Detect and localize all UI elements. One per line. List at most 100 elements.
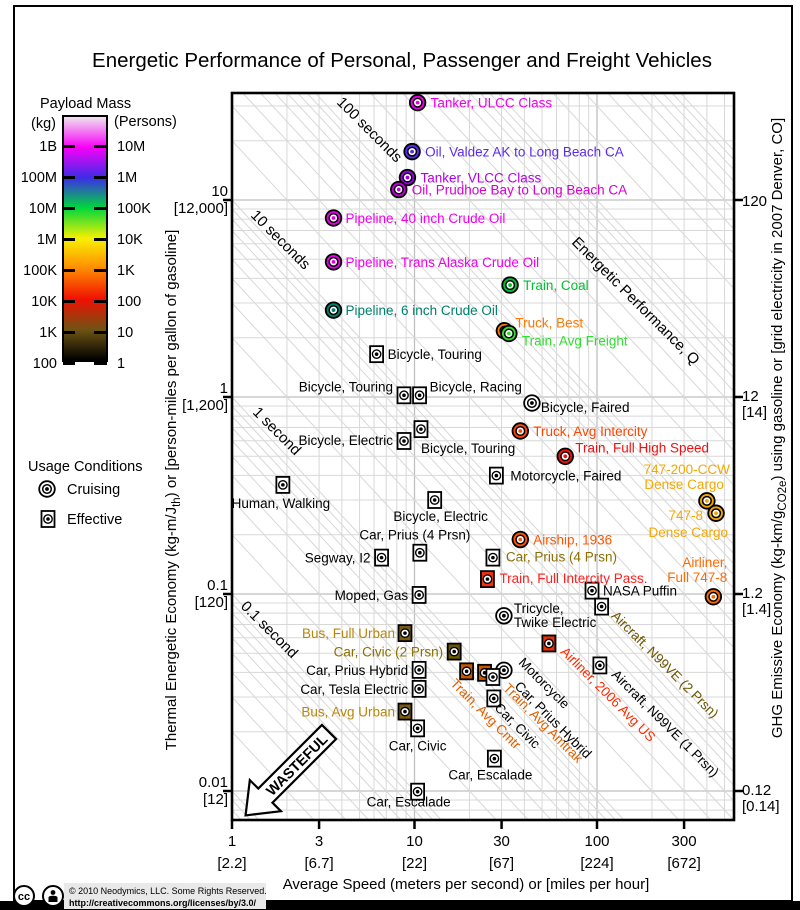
data-point-car-tesla-electric bbox=[411, 679, 427, 698]
data-point-bicycle-touring bbox=[369, 345, 385, 364]
data-point-train-avg-freight bbox=[500, 324, 518, 343]
data-point-airliner-full-747-8 bbox=[704, 588, 723, 606]
point-label-bicycle-electric: Bicycle, Electric bbox=[298, 433, 393, 448]
point-label-747-8-dense-cargo: 747-8 bbox=[669, 508, 704, 523]
point-label-bicycle-touring: Bicycle, Touring bbox=[299, 379, 393, 394]
payload-tick-mark bbox=[63, 175, 75, 179]
point-label-moped-gas: Moped, Gas bbox=[335, 588, 409, 603]
point-label-oil-valdez-ak-to-long-beach-ca: Oil, Valdez AK to Long Beach CA bbox=[425, 145, 624, 160]
data-point-car-civic bbox=[410, 719, 426, 738]
data-point-tricycle-twike-electric bbox=[495, 607, 513, 625]
payload-persons-tick-10k: 10K bbox=[117, 232, 143, 248]
y2-tick-alt-label: [1.4] bbox=[742, 601, 771, 618]
data-point-bicycle-racing bbox=[412, 386, 427, 405]
payload-tick-mark bbox=[63, 144, 75, 148]
license-url[interactable]: http://creativecommons.org/licenses/by/3… bbox=[69, 898, 257, 908]
data-point-bus-full-urban bbox=[397, 624, 413, 643]
y-tick-alt-label: [1,200] bbox=[182, 397, 228, 414]
point-label-human-walking: Human, Walking bbox=[232, 496, 331, 511]
data-point-airliner-2006-avg-us bbox=[541, 634, 557, 653]
y-tick-alt-label: [120] bbox=[195, 594, 228, 611]
point-label-car-civic: Car, Civic bbox=[389, 738, 447, 753]
bottom-border-bar bbox=[0, 901, 800, 910]
data-point-human-walking bbox=[275, 475, 291, 494]
data-point-train-full-high-speed bbox=[556, 447, 574, 466]
payload-tick-mark bbox=[94, 330, 107, 334]
point-label-airliner-full-747-8: Airliner, bbox=[682, 555, 727, 570]
point-label-segway-i2: Segway, I2 bbox=[305, 551, 371, 566]
data-point-car-prius-4-prsn bbox=[485, 548, 501, 567]
svg-text:cc: cc bbox=[18, 891, 30, 903]
payload-kg-tick-10m: 10M bbox=[28, 201, 57, 217]
payload-tick-mark bbox=[94, 175, 107, 179]
payload-persons-tick-10: 10 bbox=[117, 325, 134, 341]
y2-tick-label: 0.12 bbox=[742, 782, 771, 799]
data-point-oil-prudhoe-bay-to-long-beach-ca bbox=[390, 180, 408, 199]
point-label-747-200-ccw-dense-cargo: 747-200-CCW bbox=[644, 462, 731, 477]
x-tick-label: 3 bbox=[315, 833, 323, 850]
x-tick-label: 1 bbox=[228, 833, 236, 850]
x-tick-alt-label: [22] bbox=[402, 855, 427, 872]
point-label-tricycle-twike-electric: Tricycle, bbox=[514, 601, 564, 616]
y-tick-alt-label: [12,000] bbox=[174, 200, 228, 217]
point-label-train-coal: Train, Coal bbox=[523, 278, 589, 293]
copyright-text: © 2010 Neodymics, LLC. Some Rights Reser… bbox=[69, 886, 267, 896]
point-label-pipeline-40-inch-crude-oil: Pipeline, 40 inch Crude Oil bbox=[346, 211, 506, 226]
payload-tick-mark bbox=[63, 206, 75, 210]
attribution-person-icon bbox=[42, 885, 64, 907]
data-point-car-prius-hybrid bbox=[485, 668, 501, 686]
point-label-bus-full-urban: Bus, Full Urban bbox=[302, 626, 395, 641]
payload-persons-tick-100: 100 bbox=[117, 294, 142, 310]
data-point-airship-1936 bbox=[511, 530, 530, 549]
point-label-train-avg-freight: Train, Avg Freight bbox=[522, 334, 628, 349]
cc-logo-icon: cc bbox=[13, 885, 35, 907]
data-point-bus-avg-urban bbox=[397, 702, 413, 721]
point-label-bicycle-touring: Bicycle, Touring bbox=[388, 347, 482, 362]
payload-tick-mark bbox=[63, 330, 75, 334]
point-label-airliner-full-747-8: Full 747-8 bbox=[667, 570, 727, 585]
y2-tick-label: 1.2 bbox=[742, 585, 763, 602]
payload-persons-tick-100k: 100K bbox=[117, 201, 151, 217]
payload-kg-tick-100k: 100K bbox=[23, 263, 57, 279]
data-point-bicycle-touring bbox=[413, 420, 429, 439]
payload-kg-tick-1b: 1B bbox=[39, 139, 57, 155]
y2-tick-label: 120 bbox=[742, 193, 767, 210]
payload-tick-mark bbox=[94, 206, 107, 210]
payload-tick-mark bbox=[63, 268, 75, 272]
payload-tick-mark bbox=[63, 361, 75, 365]
point-label-747-200-ccw-dense-cargo: Dense Cargo bbox=[644, 477, 724, 492]
plot-border bbox=[230, 91, 736, 822]
data-point-bicycle-electric bbox=[427, 491, 443, 509]
point-label-bicycle-touring: Bicycle, Touring bbox=[421, 441, 515, 456]
y2-tick-label: 12 bbox=[742, 388, 759, 405]
point-label-bicycle-faired: Bicycle, Faired bbox=[541, 400, 630, 415]
payload-tick-mark bbox=[94, 299, 107, 303]
y2-tick-alt-label: [14] bbox=[742, 404, 767, 421]
payload-tick-mark bbox=[94, 268, 107, 272]
payload-persons-tick-1k: 1K bbox=[117, 263, 135, 279]
effective-marker-icon bbox=[40, 510, 56, 528]
payload-persons-tick-1: 1 bbox=[117, 356, 126, 372]
payload-kg-tick-1k: 1K bbox=[39, 325, 57, 341]
payload-persons-tick-1m: 1M bbox=[117, 170, 138, 186]
x-tick-alt-label: [6.7] bbox=[304, 855, 333, 872]
axis-ticks-and-labels: 1 [2.2] 3 [6.7] 10 [22] 30 [67] 100 [224] 300 [672]… bbox=[174, 183, 780, 872]
payload-persons-tick-10m: 10M bbox=[117, 139, 146, 155]
x-tick-alt-label: [224] bbox=[580, 855, 613, 872]
data-point-pipeline-40-inch-crude-oil bbox=[324, 209, 343, 227]
data-point-train-full-intercity-pass bbox=[480, 570, 495, 589]
point-label-train-full-intercity-pass: Train, Full Intercity Pass. bbox=[499, 571, 647, 586]
data-point-bicycle-faired bbox=[523, 394, 541, 412]
chart-title: Energetic Performance of Personal, Passe… bbox=[92, 49, 712, 72]
y-tick-label: 1 bbox=[220, 380, 228, 397]
payload-tick-mark bbox=[94, 144, 107, 148]
payload-tick-mark bbox=[63, 237, 75, 241]
point-label-car-prius-4-prsn: Car, Prius (4 Prsn) bbox=[506, 550, 617, 565]
data-point-train-avg-cmtr bbox=[459, 662, 475, 681]
data-point-moped-gas bbox=[411, 586, 427, 604]
data-point-747-200-ccw-dense-cargo bbox=[698, 492, 716, 510]
x-tick-alt-label: [2.2] bbox=[217, 855, 246, 872]
point-label-car-escalade: Car, Escalade bbox=[367, 795, 451, 810]
